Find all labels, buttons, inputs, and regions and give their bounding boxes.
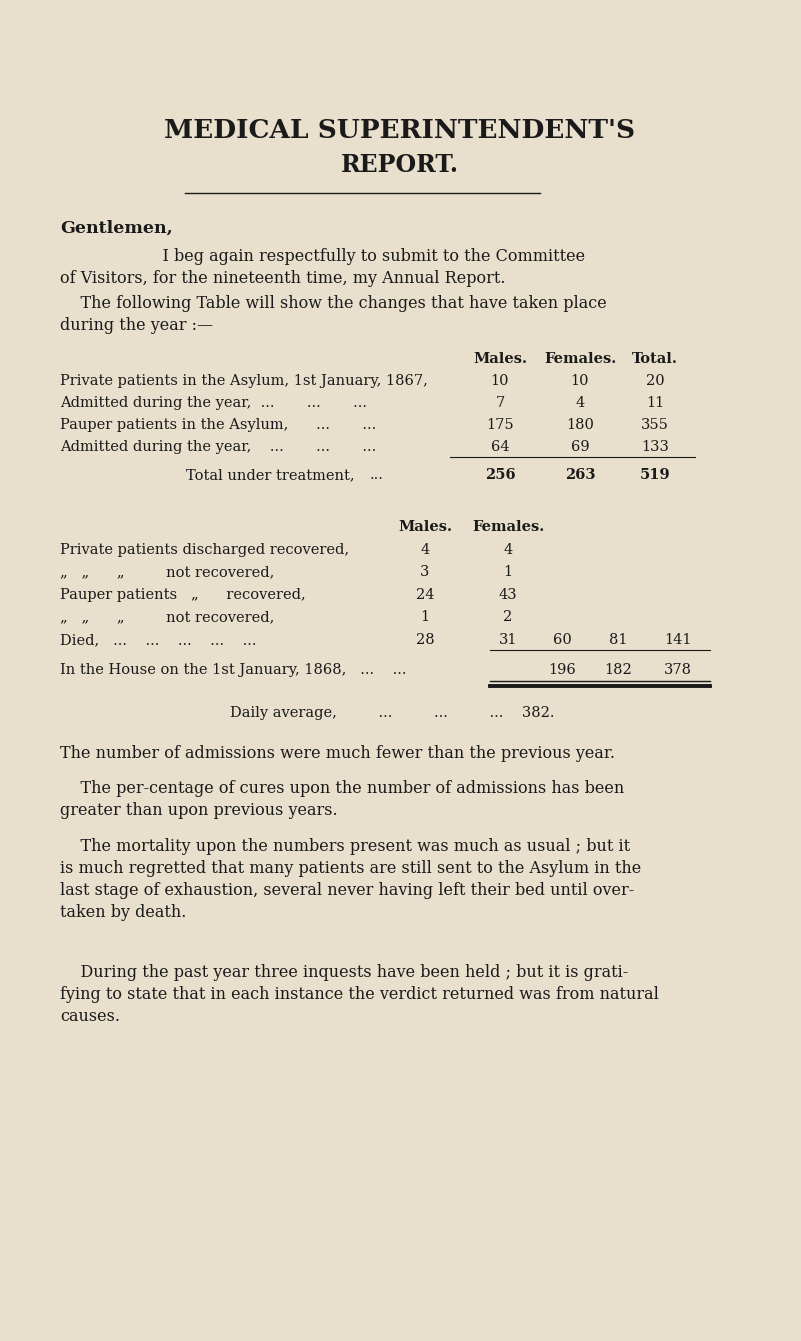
Text: 4: 4	[503, 543, 513, 557]
Text: greater than upon previous years.: greater than upon previous years.	[60, 802, 338, 819]
Text: 11: 11	[646, 396, 664, 410]
Text: 196: 196	[548, 662, 576, 677]
Text: is much regretted that many patients are still sent to the Asylum in the: is much regretted that many patients are…	[60, 860, 642, 877]
Text: of Visitors, for the nineteenth time, my Annual Report.: of Visitors, for the nineteenth time, my…	[60, 270, 505, 287]
Text: 263: 263	[565, 468, 595, 481]
Text: Males.: Males.	[473, 351, 527, 366]
Text: 20: 20	[646, 374, 664, 388]
Text: „   „      „         not recovered,: „ „ „ not recovered,	[60, 565, 275, 579]
Text: 182: 182	[604, 662, 632, 677]
Text: During the past year three inquests have been held ; but it is grati-: During the past year three inquests have…	[60, 964, 628, 982]
Text: taken by death.: taken by death.	[60, 904, 187, 921]
Text: Males.: Males.	[398, 520, 452, 534]
Text: Females.: Females.	[472, 520, 544, 534]
Text: „   „      „         not recovered,: „ „ „ not recovered,	[60, 610, 275, 624]
Text: Died,   ...    ...    ...    ...    ...: Died, ... ... ... ... ...	[60, 633, 256, 646]
Text: fying to state that in each instance the verdict returned was from natural: fying to state that in each instance the…	[60, 986, 659, 1003]
Text: Gentlemen,: Gentlemen,	[60, 220, 173, 237]
Text: 256: 256	[485, 468, 515, 481]
Text: last stage of exhaustion, several never having left their bed until over-: last stage of exhaustion, several never …	[60, 882, 634, 898]
Text: 1: 1	[421, 610, 429, 624]
Text: 31: 31	[499, 633, 517, 646]
Text: Admitted during the year,    ...       ...       ...: Admitted during the year, ... ... ...	[60, 440, 376, 455]
Text: The per-centage of cures upon the number of admissions has been: The per-centage of cures upon the number…	[60, 780, 624, 797]
Text: 7: 7	[495, 396, 505, 410]
Text: Pauper patients in the Asylum,      ...       ...: Pauper patients in the Asylum, ... ...	[60, 418, 376, 432]
Text: 4: 4	[421, 543, 429, 557]
Text: ...: ...	[370, 468, 384, 481]
Text: Daily average,         ...         ...         ...    382.: Daily average, ... ... ... 382.	[230, 705, 554, 720]
Text: MEDICAL SUPERINTENDENT'S: MEDICAL SUPERINTENDENT'S	[164, 118, 635, 143]
Text: 4: 4	[575, 396, 585, 410]
Text: 3: 3	[421, 565, 429, 579]
Text: I beg again respectfully to submit to the Committee: I beg again respectfully to submit to th…	[60, 248, 585, 266]
Text: 10: 10	[571, 374, 590, 388]
Text: Pauper patients   „      recovered,: Pauper patients „ recovered,	[60, 587, 306, 602]
Text: 378: 378	[664, 662, 692, 677]
Text: 175: 175	[486, 418, 513, 432]
Text: 519: 519	[640, 468, 670, 481]
Text: Admitted during the year,  ...       ...       ...: Admitted during the year, ... ... ...	[60, 396, 367, 410]
Text: 2: 2	[503, 610, 513, 624]
Text: 180: 180	[566, 418, 594, 432]
Text: 28: 28	[416, 633, 434, 646]
Text: The mortality upon the numbers present was much as usual ; but it: The mortality upon the numbers present w…	[60, 838, 630, 856]
Text: 64: 64	[491, 440, 509, 455]
Text: Private patients in the Asylum, 1st January, 1867,: Private patients in the Asylum, 1st Janu…	[60, 374, 428, 388]
Text: 24: 24	[416, 587, 434, 602]
Text: 10: 10	[491, 374, 509, 388]
Text: 133: 133	[641, 440, 669, 455]
Text: 355: 355	[641, 418, 669, 432]
Text: The following Table will show the changes that have taken place: The following Table will show the change…	[60, 295, 606, 312]
Text: Private patients discharged recovered,: Private patients discharged recovered,	[60, 543, 349, 557]
Text: In the House on the 1st January, 1868,   ...    ...: In the House on the 1st January, 1868, .…	[60, 662, 406, 677]
Text: 81: 81	[609, 633, 627, 646]
Text: Females.: Females.	[544, 351, 616, 366]
Text: 1: 1	[504, 565, 513, 579]
Text: 43: 43	[499, 587, 517, 602]
Text: 141: 141	[664, 633, 692, 646]
Text: causes.: causes.	[60, 1008, 120, 1025]
Text: The number of admissions were much fewer than the previous year.: The number of admissions were much fewer…	[60, 746, 615, 762]
Text: Total under treatment,: Total under treatment,	[187, 468, 355, 481]
Text: 60: 60	[553, 633, 571, 646]
Text: Total.: Total.	[632, 351, 678, 366]
Text: during the year :—: during the year :—	[60, 316, 213, 334]
Text: 69: 69	[570, 440, 590, 455]
Text: REPORT.: REPORT.	[341, 153, 459, 177]
